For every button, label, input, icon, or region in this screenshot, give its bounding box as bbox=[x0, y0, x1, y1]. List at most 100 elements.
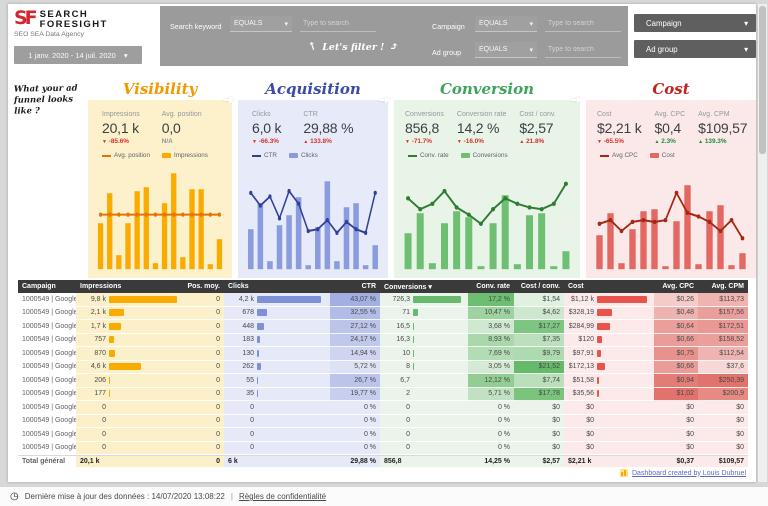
cell-cpm: $158,52 bbox=[698, 333, 748, 347]
cell-campaign: 1000549 | Google Anal... bbox=[18, 374, 76, 388]
chart-legend: Avg CPC Cost bbox=[586, 152, 756, 159]
cell-ctr: 5,72 % bbox=[330, 360, 380, 374]
kpi-cost-conv-: Cost / conv. $2,57 ▲ 21.8% bbox=[519, 111, 555, 145]
kpi-cost: Cost $2,21 k ▼ -65.5% bbox=[597, 111, 642, 145]
table-row: 1000549 | Google Anal... 206 0 55 26,7 % 6,7 1… bbox=[18, 374, 748, 388]
campaign-selector-button[interactable]: Campaign ▾ bbox=[634, 14, 756, 32]
kpi-label: Avg. CPC bbox=[654, 111, 686, 118]
kpi-label: CTR bbox=[303, 111, 318, 118]
arrow-up-icon: ↑ bbox=[306, 38, 320, 55]
legend-item: Clicks bbox=[288, 152, 318, 159]
column-header-cpm[interactable]: Avg. CPM bbox=[711, 283, 744, 290]
cell-cost_conv: $4,62 bbox=[514, 306, 564, 320]
logo-sf-icon: SF bbox=[14, 7, 38, 29]
legend-item: Conv. rate bbox=[408, 152, 449, 159]
column-header-pos_moy[interactable]: Pos. moy. bbox=[187, 283, 220, 290]
cell-value: 16,5 bbox=[396, 322, 410, 330]
date-range-button[interactable]: 1 janv. 2020 - 14 juil. 2020 ▾ bbox=[14, 46, 142, 64]
cell-conversions: 71 bbox=[380, 306, 468, 320]
cell-cpc: $0,75 bbox=[654, 347, 698, 361]
legend-label: Cost bbox=[661, 152, 675, 159]
kpi-label: Conversions bbox=[405, 111, 444, 118]
column-header-cpc[interactable]: Avg. CPC bbox=[662, 283, 694, 290]
timeseries-chart-acquisition bbox=[246, 162, 380, 271]
cell-value: 0 bbox=[406, 417, 410, 425]
kpi-delta: ▲ 2.3% bbox=[654, 138, 676, 145]
cell-value: 16,3 bbox=[396, 336, 410, 344]
bar-swatch-icon bbox=[161, 153, 171, 158]
cell-pos_moy: 0 bbox=[186, 414, 224, 428]
up-arrow-icon: ▲ bbox=[654, 139, 660, 145]
column-header-cost[interactable]: Cost bbox=[568, 283, 584, 290]
cell-campaign: 1000549 | Google Anal... bbox=[18, 347, 76, 361]
cost-bar bbox=[597, 390, 599, 398]
column-header-cost_conv[interactable]: Cost / conv. bbox=[520, 283, 560, 290]
column-header-conversions[interactable]: Conversions ▾ bbox=[384, 283, 432, 291]
cell-impressions: 1,7 k bbox=[76, 320, 186, 334]
cell-value: 55 bbox=[246, 376, 254, 384]
ad-group-selector-button[interactable]: Ad group ▾ bbox=[634, 40, 756, 58]
cell-cost_conv: $0 bbox=[514, 414, 564, 428]
cell-cost_conv: $0 bbox=[514, 441, 564, 455]
cell-pos_moy: 0 bbox=[186, 293, 224, 307]
clicks-bar bbox=[257, 309, 267, 317]
cell-cpm: $0 bbox=[698, 441, 748, 455]
column-header-ctr[interactable]: CTR bbox=[361, 283, 376, 290]
ad-group-operator-select[interactable]: EQUALS ▾ bbox=[475, 42, 537, 58]
datastudio-icon bbox=[619, 469, 628, 477]
campaign-operator-select[interactable]: EQUALS ▾ bbox=[475, 16, 537, 32]
cell-clicks: 35 bbox=[224, 387, 330, 401]
cell-conversions: 0 bbox=[380, 428, 468, 442]
cell-value: 2 bbox=[406, 390, 410, 398]
kpi-label: Impressions bbox=[102, 111, 140, 118]
cell-cpm: $0 bbox=[698, 414, 748, 428]
cell-conv_rate: 7,69 % bbox=[468, 347, 514, 361]
legend-label: Conversions bbox=[472, 152, 508, 159]
column-header-campaign[interactable]: Campaign bbox=[22, 283, 56, 290]
cell-value: 9,8 k bbox=[90, 295, 106, 303]
cell-clicks: 55 bbox=[224, 374, 330, 388]
chart-legend: Conv. rate Conversions bbox=[394, 152, 580, 159]
clicks-bar bbox=[257, 363, 261, 371]
cell-cpc: $0 bbox=[654, 428, 698, 442]
kpi-row: Clicks 6,0 k ▼ -66.3% CTR 29,88 % ▲ 133.8% bbox=[238, 100, 388, 145]
cost-bar bbox=[597, 363, 605, 371]
operator-value: EQUALS bbox=[479, 20, 508, 27]
table-header-row: Campaign Impressions Pos. moy. Clicks CTR Con… bbox=[18, 280, 748, 293]
cell-value: 870 bbox=[94, 349, 106, 357]
kpi-value: $109,57 bbox=[698, 120, 748, 136]
column-header-clicks[interactable]: Clicks bbox=[228, 283, 249, 290]
column-header-impressions[interactable]: Impressions bbox=[80, 283, 122, 290]
section-panel-cost: Cost $2,21 k ▼ -65.5% Avg. CPC $0,4 ▲ 2.3% Avg… bbox=[586, 100, 756, 278]
cell-cpc: $0 bbox=[654, 401, 698, 415]
cost-bar bbox=[597, 295, 647, 303]
cell-value: $51,58 bbox=[572, 376, 594, 384]
scrollbar-thumb[interactable] bbox=[759, 6, 766, 154]
down-arrow-icon: ▼ bbox=[102, 139, 107, 145]
search-keyword-operator-select[interactable]: EQUALS ▾ bbox=[230, 16, 292, 32]
cell-clicks: 6 k bbox=[224, 455, 330, 468]
privacy-link[interactable]: Règles de confidentialité bbox=[238, 492, 327, 501]
ad-group-filter-input[interactable] bbox=[545, 42, 621, 58]
cell-cost_conv: $0 bbox=[514, 428, 564, 442]
cell-impressions: 757 bbox=[76, 333, 186, 347]
cell-cost_conv: $9,79 bbox=[514, 347, 564, 361]
cell-value: $328,19 bbox=[568, 309, 594, 317]
up-arrow-icon: ▲ bbox=[519, 139, 525, 145]
column-header-conv_rate[interactable]: Conv. rate bbox=[476, 283, 510, 290]
filter-label-search-keyword: Search keyword bbox=[170, 22, 222, 31]
search-keyword-input[interactable] bbox=[300, 16, 376, 32]
cell-cost_conv: $7,35 bbox=[514, 333, 564, 347]
cell-cost: $172,13 bbox=[564, 360, 654, 374]
legend-item: Avg CPC bbox=[600, 152, 638, 159]
campaign-filter-input[interactable] bbox=[545, 16, 621, 32]
kpi-clicks: Clicks 6,0 k ▼ -66.3% bbox=[252, 111, 282, 145]
credit-link[interactable]: Dashboard created by Louis Dubruel bbox=[631, 469, 746, 477]
conversions-bar bbox=[413, 322, 414, 330]
cell-clicks: 130 bbox=[224, 347, 330, 361]
kpi-delta: ▲ 21.8% bbox=[519, 138, 545, 145]
cell-impressions: 0 bbox=[76, 441, 186, 455]
chevron-down-icon: ▾ bbox=[744, 44, 748, 54]
cell-value: $0 bbox=[586, 444, 594, 452]
